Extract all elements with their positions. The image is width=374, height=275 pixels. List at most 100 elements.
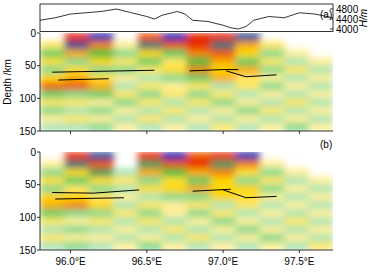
image-cell (162, 49, 187, 58)
y-tick-label: 50 (25, 179, 37, 190)
image-cell (89, 98, 114, 107)
image-cell (309, 193, 333, 202)
image-cell (211, 49, 236, 58)
image-cell (89, 168, 114, 177)
image-cell (113, 90, 138, 99)
image-cell (260, 82, 285, 91)
image-cell (162, 185, 187, 194)
image-cell (211, 115, 236, 124)
image-cell (235, 177, 260, 186)
image-cell (235, 66, 260, 75)
image-cell (260, 90, 285, 99)
image-cell (40, 177, 65, 186)
image-cell (64, 226, 89, 235)
image-cell (187, 201, 212, 210)
x-tick (70, 131, 71, 134)
image-cell (187, 185, 212, 194)
image-cell (64, 98, 89, 107)
image-cell (40, 82, 65, 91)
image-cell (138, 82, 163, 91)
image-cell (211, 160, 236, 169)
y-axis-label: Depth /km (2, 59, 13, 105)
image-cell (187, 41, 212, 50)
image-cell (113, 98, 138, 107)
image-cell (309, 98, 333, 107)
image-cell (64, 242, 89, 250)
y-tick-label: 4400 (336, 14, 359, 25)
image-cell (235, 41, 260, 50)
image-cell (211, 193, 236, 202)
image-cell (284, 193, 309, 202)
image-cell (211, 33, 236, 42)
x-tick (146, 250, 147, 253)
image-cell (309, 74, 333, 83)
image-cell (260, 185, 285, 194)
image-cell (113, 123, 138, 131)
image-cell (187, 115, 212, 124)
image-cell (40, 123, 65, 131)
image-cell (64, 41, 89, 50)
image-cell (162, 193, 187, 202)
image-cell (113, 41, 138, 50)
image-cell (89, 177, 114, 186)
image-cell (162, 177, 187, 186)
image-cell (64, 193, 89, 202)
image-cell (235, 160, 260, 169)
image-cell (89, 201, 114, 210)
image-cell (211, 58, 236, 67)
image-cell (235, 98, 260, 107)
image-cell (260, 177, 285, 186)
image-cell (113, 168, 138, 177)
image-cell (260, 209, 285, 218)
image-cell (309, 185, 333, 194)
image-cell (64, 58, 89, 67)
x-tick (299, 250, 300, 253)
image-cell (187, 226, 212, 235)
interface-line (223, 190, 276, 198)
x-tick (146, 131, 147, 134)
y-tick-label: 0 (30, 28, 36, 39)
image-cell (40, 217, 65, 226)
y-axis (40, 33, 41, 131)
y-tick-label: 50 (25, 60, 37, 71)
image-cell (211, 185, 236, 194)
image-cell (211, 226, 236, 235)
y-tick (37, 184, 40, 185)
image-cell (235, 90, 260, 99)
x-tick (223, 131, 224, 134)
y-tick (37, 152, 40, 153)
image-cell (187, 152, 212, 161)
image-cell (64, 177, 89, 186)
image-cell (211, 98, 236, 107)
image-cell (211, 152, 236, 161)
interface-line (226, 71, 276, 77)
image-cell (260, 242, 285, 250)
image-cell (284, 201, 309, 210)
image-cell (211, 123, 236, 131)
topography-line (40, 9, 333, 29)
image-cell (162, 152, 187, 161)
image-cell (113, 226, 138, 235)
image-cell (89, 49, 114, 58)
image-cell (138, 168, 163, 177)
image-cell (187, 49, 212, 58)
image-cell (162, 41, 187, 50)
image-cell (138, 234, 163, 243)
image-cell (64, 123, 89, 131)
image-cell (211, 234, 236, 243)
image-cell (211, 217, 236, 226)
image-cell (162, 242, 187, 250)
image-cell (64, 234, 89, 243)
image-cell (309, 217, 333, 226)
x-axis (40, 250, 333, 251)
image-cell (113, 58, 138, 67)
image-cell (211, 90, 236, 99)
x-tick-label: 96.5°E (132, 256, 162, 267)
image-cell (235, 115, 260, 124)
image-cell (89, 242, 114, 250)
image-cell (211, 74, 236, 83)
image-cell (235, 226, 260, 235)
image-cell (187, 82, 212, 91)
image-cell (162, 90, 187, 99)
image-cell (284, 177, 309, 186)
